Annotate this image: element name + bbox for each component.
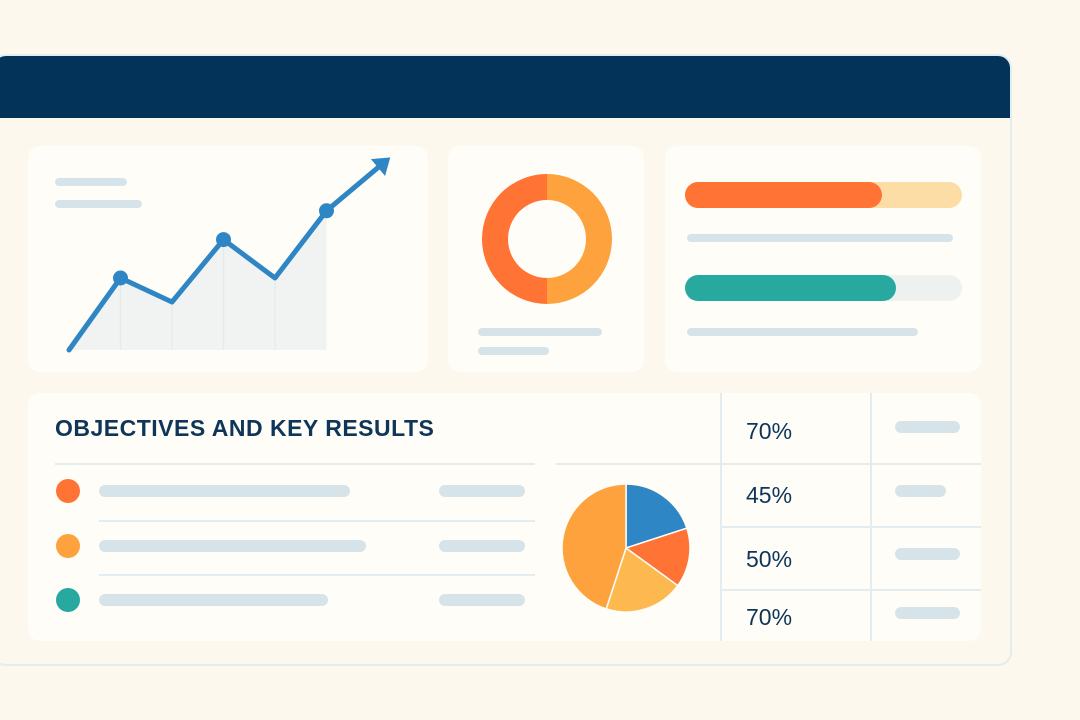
pie-slice <box>624 527 691 587</box>
donut-chart <box>482 174 612 304</box>
progress-bar-1-fill <box>685 182 882 208</box>
trend-area <box>69 210 327 350</box>
progress-bar-1-label-placeholder <box>687 234 953 242</box>
table-row-divider <box>720 526 981 528</box>
trend-up-arrow-icon <box>370 157 391 177</box>
table-column-divider <box>720 393 722 641</box>
donut-chart-card[interactable] <box>448 146 644 372</box>
progress-bar-2-fill <box>685 275 896 301</box>
okr-title: OBJECTIVES AND KEY RESULTS <box>55 415 435 441</box>
donut-caption-placeholder <box>478 328 602 336</box>
table-column-divider <box>870 393 872 641</box>
donut-subcaption-placeholder <box>478 347 549 355</box>
okr-percentage-4: 70% <box>746 604 793 630</box>
okr-item-2-dot <box>56 534 80 558</box>
card-subtitle-placeholder <box>55 200 142 208</box>
okr-title-divider <box>55 463 535 465</box>
okr-percentage-1: 70% <box>746 418 793 444</box>
okr-item-3-dot <box>56 588 80 612</box>
okr-item-2-label-placeholder[interactable] <box>99 540 366 552</box>
okr-item-2-value-placeholder <box>439 540 525 552</box>
pie-slice <box>605 546 679 613</box>
trend-line-chart <box>66 157 391 353</box>
okr-percentage-2: 45% <box>746 482 793 508</box>
card-title-placeholder <box>55 178 127 186</box>
okr-row-divider <box>99 520 535 522</box>
okr-item-1-value-placeholder <box>439 485 525 497</box>
okr-table-cell-placeholder <box>895 421 960 433</box>
trend-point <box>216 232 231 248</box>
progress-bar-2 <box>685 275 962 301</box>
progress-bar-2-label-placeholder <box>687 328 918 336</box>
line-chart-card[interactable] <box>28 146 428 372</box>
okr-table-cell-placeholder <box>895 607 960 619</box>
table-row-divider <box>556 463 981 465</box>
okr-item-3-value-placeholder <box>439 594 525 606</box>
trend-point <box>319 203 334 219</box>
okr-table-cell-placeholder <box>895 548 960 560</box>
okr-percentage-3: 50% <box>746 546 793 572</box>
donut-segment <box>547 174 612 304</box>
window-title-bar <box>0 56 1010 118</box>
okr-item-1-dot <box>56 479 80 503</box>
table-row-divider <box>720 589 981 591</box>
progress-card[interactable] <box>665 146 981 372</box>
okr-item-3-label-placeholder[interactable] <box>99 594 328 606</box>
okr-table-cell-placeholder <box>895 485 946 497</box>
okr-row-divider <box>99 574 535 576</box>
pie-slice <box>561 483 627 610</box>
trend-point <box>113 270 128 286</box>
progress-bar-1 <box>685 182 962 208</box>
pie-slice <box>625 483 688 550</box>
okr-item-1-label-placeholder[interactable] <box>99 485 350 497</box>
donut-segment <box>482 174 547 304</box>
okr-pie-chart <box>561 483 691 613</box>
